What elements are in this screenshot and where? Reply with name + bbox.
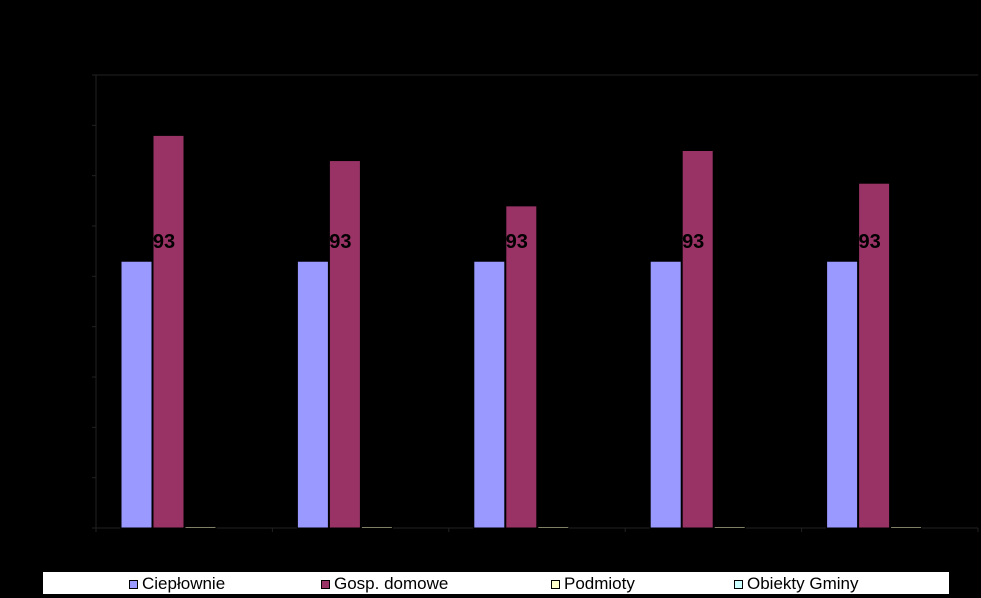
data-label: 93: [329, 231, 351, 253]
legend-item-gosp-domowe: Gosp. domowe: [321, 574, 448, 594]
legend: Ciepłownie Gosp. domowe Podmioty Obiekty…: [42, 571, 950, 595]
legend-swatch-podmioty: [551, 579, 560, 589]
bar-gosp-domowe-5: [858, 182, 891, 529]
legend-swatch-cieplownie: [129, 579, 138, 589]
bar-podmioty-3: [537, 525, 570, 529]
data-label: 93: [506, 231, 528, 253]
bar-podmioty-1: [184, 525, 217, 529]
bar-ciep-ownie-4: [649, 260, 682, 529]
data-label: 93: [682, 231, 704, 253]
bar-podmioty-2: [360, 525, 393, 529]
legend-swatch-gosp-domowe: [321, 579, 330, 589]
data-label: 93: [858, 231, 880, 253]
legend-swatch-obiekty-gminy: [734, 579, 743, 589]
bar-podmioty-4: [713, 525, 746, 529]
bar-gosp-domowe-2: [328, 160, 361, 529]
data-label: 93: [153, 231, 175, 253]
bars-group: [120, 134, 923, 529]
legend-label-gosp-domowe: Gosp. domowe: [334, 574, 449, 593]
bar-ciep-ownie-5: [826, 260, 859, 529]
data-labels-group: 93 93 93 93 93: [153, 231, 881, 253]
legend-label-obiekty-gminy: Obiekty Gminy: [747, 574, 859, 593]
bar-gosp-domowe-3: [505, 205, 538, 529]
bar-ciep-ownie-1: [120, 260, 153, 529]
legend-item-obiekty-gminy: Obiekty Gminy: [734, 574, 858, 594]
bar-ciep-ownie-2: [296, 260, 329, 529]
bar-podmioty-5: [890, 525, 923, 529]
bar-gosp-domowe-1: [152, 134, 185, 529]
legend-item-cieplownie: Ciepłownie: [129, 574, 225, 594]
legend-label-podmioty: Podmioty: [564, 574, 635, 593]
legend-label-cieplownie: Ciepłownie: [142, 574, 226, 593]
bar-ciep-ownie-3: [473, 260, 506, 529]
bar-gosp-domowe-4: [681, 150, 714, 529]
legend-item-podmioty: Podmioty: [551, 574, 635, 594]
